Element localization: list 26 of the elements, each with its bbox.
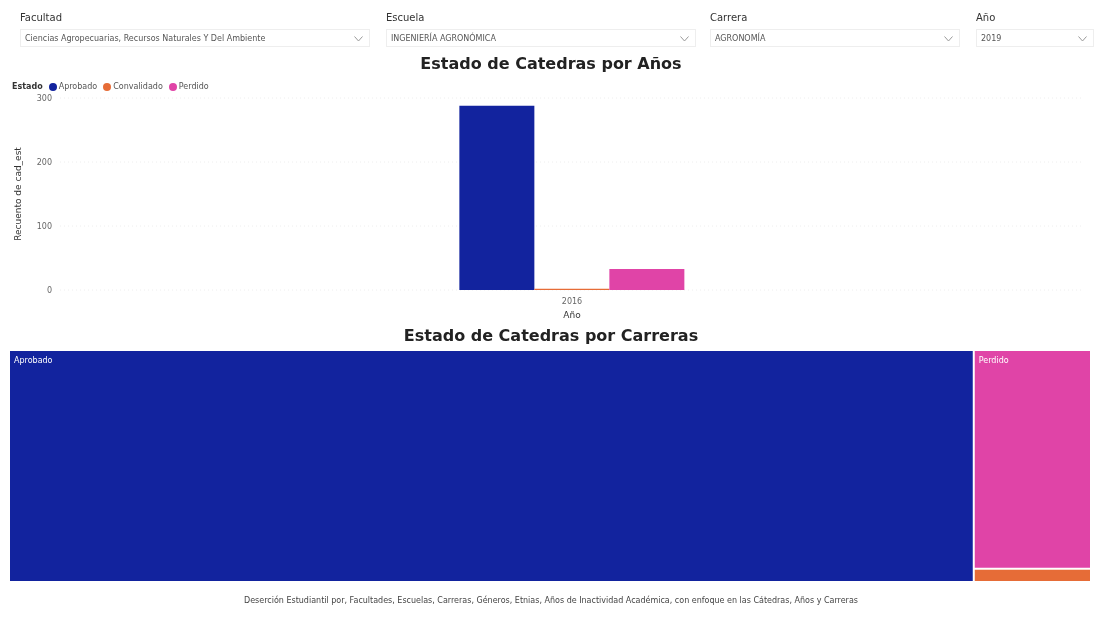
bar [609,268,685,290]
text: Facultad [20,12,63,23]
text: Año [976,12,997,23]
text: Ciencias Agropecuarias, Recursos Naturales Y Del Ambiente [20,29,370,47]
legend-title: Estado [12,82,43,91]
category-label: Perdido [978,356,1009,365]
text: Carrera [710,12,749,23]
y-tick-label: 100 [36,221,52,231]
text: AGRONOMÍA [710,29,960,47]
x-tick-label: 2016 [561,296,583,306]
y-tick-label: 0 [46,285,52,295]
text: Escuela [386,12,426,23]
y-tick-label: 300 [36,93,52,103]
text: Deserción Estudiantil por, Facultades, Escuelas, Carreras, Géneros, Etnias, Años de Inactividad Académica, con enfoque en las Cátedras, Años y Carreras [243,596,859,605]
y-tick-label: 200 [36,157,52,167]
text: INGENIERÍA AGRONÓMICA [386,29,696,47]
legend-label: Convalidado [112,82,163,91]
y-axis-title: Recuento de cad_est [13,146,24,241]
legend-label: Aprobado [57,82,98,91]
bar [459,105,535,290]
x-axis-title: Año [563,310,582,320]
chart-title: Estado de Catedras por Años [419,54,683,75]
text: 2019 [976,29,1094,47]
legend-label: Perdido [177,82,209,91]
category-label: Aprobado [14,356,53,365]
text: Estado de Catedras por Carreras [402,326,700,347]
